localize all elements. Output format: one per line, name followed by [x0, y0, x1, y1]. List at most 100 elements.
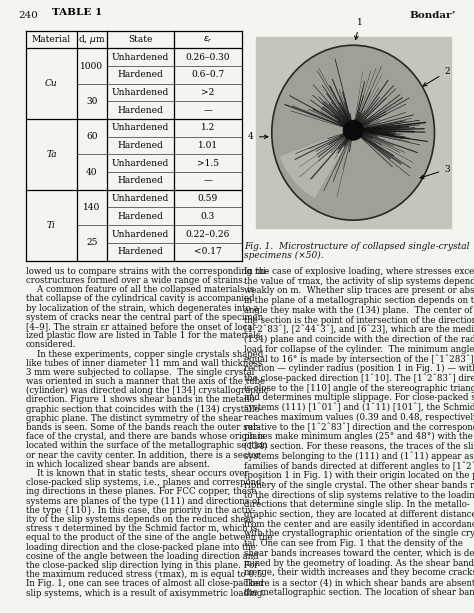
Text: ity of the slip systems depends on the reduced shear: ity of the slip systems depends on the r… — [26, 515, 255, 524]
Text: It is known that in static tests, shear occurs over: It is known that in static tests, shear … — [26, 469, 249, 478]
Text: directions that determine single slip. In the metallo-: directions that determine single slip. I… — [244, 500, 470, 509]
Text: and determines multiple slippage. For close-packed slip: and determines multiple slippage. For cl… — [244, 394, 474, 402]
Text: to the directions of slip systems relative to the loading: to the directions of slip systems relati… — [244, 490, 474, 500]
Text: >1.5: >1.5 — [197, 159, 219, 168]
Text: cosine of the angle between the loading direction and: cosine of the angle between the loading … — [26, 552, 259, 561]
Text: Hardened: Hardened — [118, 177, 163, 186]
Text: the close-packed slip direction lying in this plane. For: the close-packed slip direction lying in… — [26, 561, 258, 570]
Text: stress τ determined by the Schmid factor m, which is: stress τ determined by the Schmid factor… — [26, 524, 257, 533]
Text: considered.: considered. — [26, 340, 77, 349]
Text: Unhardened: Unhardened — [112, 229, 169, 238]
Text: shear bands increases toward the center, which is deter-: shear bands increases toward the center,… — [244, 549, 474, 558]
Text: the type {110}. In this case, the priority in the activ-: the type {110}. In this case, the priori… — [26, 506, 255, 515]
Text: Ta: Ta — [46, 150, 57, 159]
Text: There is a sector (4) in which shear bands are absent in: There is a sector (4) in which shear ban… — [244, 578, 474, 587]
Text: 0.6–0.7: 0.6–0.7 — [191, 70, 224, 79]
Text: slip systems, which is a result of axisymmetric loading.: slip systems, which is a result of axisy… — [26, 588, 265, 598]
Wedge shape — [281, 130, 353, 197]
Text: tal. One can see from Fig. 1 that the density of the: tal. One can see from Fig. 1 that the de… — [244, 539, 463, 548]
Text: Hardened: Hardened — [118, 212, 163, 221]
Text: the close-packed direction [1ˆ10]. The [1ˆ2ˆ83ˆ] direction: the close-packed direction [1ˆ10]. The [… — [244, 374, 474, 383]
Text: Hardened: Hardened — [118, 247, 163, 256]
Text: the maximum reduced stress (τmax), m is equal to 0.5.: the maximum reduced stress (τmax), m is … — [26, 570, 265, 579]
Text: systems are planes of the type (111) and directions of: systems are planes of the type (111) and… — [26, 497, 260, 506]
Text: Material: Material — [32, 35, 71, 44]
Text: Unhardened: Unhardened — [112, 194, 169, 203]
Text: Unhardened: Unhardened — [112, 53, 169, 62]
Text: Unhardened: Unhardened — [112, 123, 169, 132]
Text: 60: 60 — [86, 132, 98, 141]
Text: located within the surface of the metallographic section: located within the surface of the metall… — [26, 441, 268, 451]
Text: $\varepsilon_r$: $\varepsilon_r$ — [203, 34, 213, 45]
Text: relative to the [1ˆ2ˆ83ˆ] direction and the corresponding: relative to the [1ˆ2ˆ83ˆ] direction and … — [244, 422, 474, 432]
Text: like tubes of inner diameter 11 mm and wall thickness: like tubes of inner diameter 11 mm and w… — [26, 359, 263, 368]
Text: TABLE 1: TABLE 1 — [52, 8, 102, 17]
Text: the section is the point of intersection of the directions: the section is the point of intersection… — [244, 316, 474, 325]
Text: direction. Figure 1 shows shear bands in the metallo-: direction. Figure 1 shows shear bands in… — [26, 395, 258, 405]
Text: [1ˆ2ˆ83ˆ], [2ˆ44ˆ3ˆ], and [6ˆ23], which are the medians of the: [1ˆ2ˆ83ˆ], [2ˆ44ˆ3ˆ], and [6ˆ23], which … — [244, 326, 474, 335]
Text: in the plane of a metallographic section depends on the: in the plane of a metallographic section… — [244, 296, 474, 305]
Text: rection — cylinder radius (position 1 in Fig. 1) — with: rection — cylinder radius (position 1 in… — [244, 364, 474, 373]
Text: load for collapse of the cylinder.  The minimum angle: load for collapse of the cylinder. The m… — [244, 345, 474, 354]
Text: 240: 240 — [18, 11, 38, 20]
Text: weakly on m.  Whether slip traces are present or absent: weakly on m. Whether slip traces are pre… — [244, 286, 474, 295]
Text: 3: 3 — [420, 165, 450, 178]
Text: riphery of the single crystal. The other shear bands refer: riphery of the single crystal. The other… — [244, 481, 474, 490]
Text: (position 1 in Fig. 1) with their origin located on the pe-: (position 1 in Fig. 1) with their origin… — [244, 471, 474, 480]
Text: —: — — [203, 177, 212, 186]
Text: specimens (×50).: specimens (×50). — [244, 251, 324, 260]
Text: from the center and are easily identified in accordance: from the center and are easily identifie… — [244, 520, 474, 529]
Text: graphic section, they are located at different distances: graphic section, they are located at dif… — [244, 510, 474, 519]
Text: in which localized shear bands are absent.: in which localized shear bands are absen… — [26, 460, 210, 469]
Text: Hardened: Hardened — [118, 105, 163, 115]
Text: 3 mm were subjected to collapse.  The single crystal: 3 mm were subjected to collapse. The sin… — [26, 368, 255, 377]
Text: angle they make with the (134) plane.  The center of: angle they make with the (134) plane. Th… — [244, 306, 473, 315]
Text: planes make minimum angles (25° and 48°) with the: planes make minimum angles (25° and 48°)… — [244, 432, 473, 441]
Text: bands is seen. Some of the bands reach the outer sur-: bands is seen. Some of the bands reach t… — [26, 423, 260, 432]
Text: the metallographic section. The location of shear bands: the metallographic section. The location… — [244, 588, 474, 597]
Text: face of the crystal, and there are bands whose origin is: face of the crystal, and there are bands… — [26, 432, 265, 441]
Text: 1: 1 — [355, 18, 363, 39]
Text: 1.01: 1.01 — [198, 141, 218, 150]
Text: equal to 16° is made by intersection of the [ˆ1ˆ283ˆ] di-: equal to 16° is made by intersection of … — [244, 354, 474, 364]
Text: 140: 140 — [83, 203, 100, 212]
Text: 25: 25 — [86, 238, 98, 247]
Text: ized plastic flow are listed in Table 1 for the materials: ized plastic flow are listed in Table 1 … — [26, 331, 261, 340]
Text: is close to the [110] angle of the stereographic triangle: is close to the [110] angle of the stere… — [244, 384, 474, 393]
Text: 1.2: 1.2 — [201, 123, 215, 132]
Text: d, $\mu$m: d, $\mu$m — [78, 33, 106, 46]
Text: (cylinder) was directed along the [134] crystallographic: (cylinder) was directed along the [134] … — [26, 386, 269, 395]
Text: >2: >2 — [201, 88, 214, 97]
Text: Ti: Ti — [47, 221, 56, 230]
Text: system of cracks near the central part of the specimen: system of cracks near the central part o… — [26, 313, 263, 322]
Text: with the crystallographic orientation of the single crys-: with the crystallographic orientation of… — [244, 530, 474, 538]
Text: [4–9]. The strain εr attained before the onset of local-: [4–9]. The strain εr attained before the… — [26, 322, 258, 331]
Text: 0.59: 0.59 — [198, 194, 218, 203]
Text: or near the cavity center. In addition, there is a sector: or near the cavity center. In addition, … — [26, 451, 260, 460]
Text: by localization of the strain, which degenerates into a: by localization of the strain, which deg… — [26, 303, 258, 313]
Text: Hardened: Hardened — [118, 70, 163, 79]
Text: —: — — [203, 105, 212, 115]
Text: ing directions in these planes. For FCC copper, these: ing directions in these planes. For FCC … — [26, 487, 257, 497]
Text: close-packed slip systems, i.e., planes and correspond-: close-packed slip systems, i.e., planes … — [26, 478, 264, 487]
Text: (134) plane and coincide with the direction of the radial: (134) plane and coincide with the direct… — [244, 335, 474, 344]
Text: crostructures formed over a wide range of strains.: crostructures formed over a wide range o… — [26, 276, 246, 285]
Text: Unhardened: Unhardened — [112, 88, 169, 97]
Text: systems (111) [1ˆ01ˆ] and (1ˆ11) [101ˆ], the Schmid factor: systems (111) [1ˆ01ˆ] and (1ˆ11) [101ˆ],… — [244, 403, 474, 413]
Text: families of bands directed at different angles to [1ˆ2ˆ83ˆ]: families of bands directed at different … — [244, 461, 474, 471]
Text: mined by the geometry of loading. As the shear bands: mined by the geometry of loading. As the… — [244, 558, 474, 568]
Text: Bondar’: Bondar’ — [410, 11, 456, 20]
Text: merge, their width increases and they become cracks.: merge, their width increases and they be… — [244, 568, 474, 577]
Text: that collapse of the cylindrical cavity is accompanied: that collapse of the cylindrical cavity … — [26, 294, 255, 303]
Text: loading direction and the close-packed plane into the: loading direction and the close-packed p… — [26, 543, 256, 552]
Text: 2: 2 — [423, 67, 450, 86]
Text: lowed us to compare strains with the corresponding mi-: lowed us to compare strains with the cor… — [26, 267, 269, 276]
Text: Fig. 1.  Microstructure of collapsed single-crystal: Fig. 1. Microstructure of collapsed sing… — [244, 242, 470, 251]
Text: In these experiments, copper single crystals shaped: In these experiments, copper single crys… — [26, 349, 264, 359]
Text: 0.26–0.30: 0.26–0.30 — [185, 53, 230, 62]
Text: In Fig. 1, one can see traces of almost all close-packed: In Fig. 1, one can see traces of almost … — [26, 579, 264, 588]
Text: graphic section that coincides with the (134) crystallo-: graphic section that coincides with the … — [26, 405, 263, 414]
Text: 0.3: 0.3 — [201, 212, 215, 221]
Circle shape — [343, 121, 363, 140]
Text: the value of τmax, the activity of slip systems depends: the value of τmax, the activity of slip … — [244, 276, 474, 286]
